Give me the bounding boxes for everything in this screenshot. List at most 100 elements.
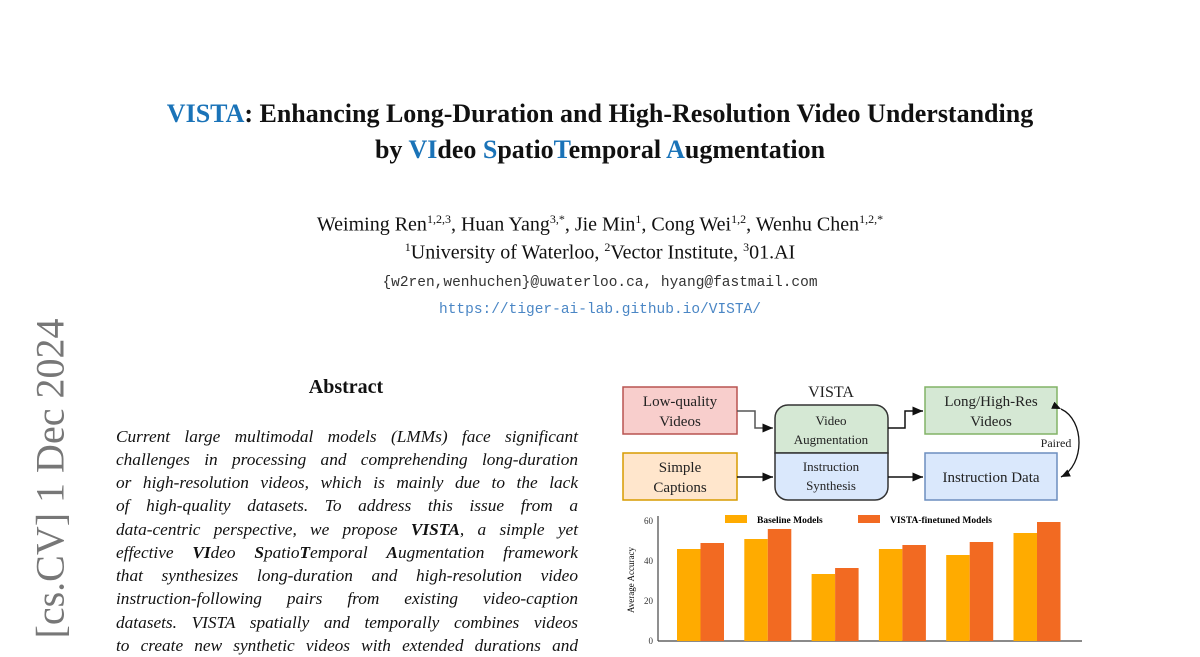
title-rest: : Enhancing Long-Duration and High-Resol… xyxy=(244,99,1034,128)
input-low-quality-videos xyxy=(622,386,738,435)
bar-baseline xyxy=(1013,533,1037,641)
t: patio xyxy=(263,543,300,562)
affiliation: University of Waterloo xyxy=(410,241,595,264)
author: Cong Wei xyxy=(651,213,732,236)
author-sup: 1,2 xyxy=(731,212,747,226)
author-sup: 3,* xyxy=(549,212,565,226)
diagram-title: VISTA xyxy=(808,384,854,401)
t: by xyxy=(374,135,409,164)
t: emporal xyxy=(568,135,667,164)
label: Synthesis xyxy=(806,478,856,493)
abstract-line: challenges in processing and comprehendi… xyxy=(116,450,578,469)
input-simple-captions xyxy=(622,452,738,501)
output-long-high-res-videos xyxy=(924,386,1058,435)
label: Videos xyxy=(659,414,701,430)
affiliations: 1University of Waterloo, 2Vector Institu… xyxy=(404,240,796,264)
affiliation: 01.AI xyxy=(749,241,796,264)
t: ugmentation xyxy=(684,135,826,164)
accuracy-bar-chart: Average Accuracy 0 20 40 60 Baseline Models… xyxy=(626,515,1082,646)
y-axis-label: Average Accuracy xyxy=(626,546,636,613)
label: Instruction Data xyxy=(942,470,1039,486)
aff-sup: 2 xyxy=(604,240,611,254)
abstract-line: instruction-following pairs from existin… xyxy=(116,589,578,608)
author: Jie Min xyxy=(574,213,636,236)
abstract-line: effective VIdeo SpatioTemporal Augmentat… xyxy=(116,541,578,564)
bar-vista xyxy=(902,545,926,641)
author-sup: 1 xyxy=(635,212,642,226)
bar-baseline xyxy=(677,549,701,641)
author-list: Weiming Ren1,2,3, Huan Yang3,*, Jie Min1… xyxy=(316,212,884,236)
y-tick-label: 60 xyxy=(644,516,654,526)
emails: {w2ren,wenhuchen}@uwaterloo.ca, hyang@fa… xyxy=(382,275,818,291)
pipeline-diagram: Low-quality Videos Simple Captions VISTA… xyxy=(622,384,1080,501)
t: T xyxy=(299,543,311,562)
bar-baseline xyxy=(811,574,836,641)
abstract-line: datasets. VISTA spatially and temporally… xyxy=(116,613,578,632)
module-instruction-synthesis xyxy=(774,452,889,501)
label: Simple xyxy=(659,460,702,476)
aff-sup: 3 xyxy=(743,240,750,254)
t: S xyxy=(482,135,498,164)
bar-vista xyxy=(969,542,994,641)
arrow xyxy=(737,410,773,433)
y-tick-label: 40 xyxy=(644,556,654,566)
y-tick-label: 0 xyxy=(649,636,654,646)
t: patio xyxy=(497,135,554,164)
label: Low-quality xyxy=(643,394,718,410)
abstract-heading: Abstract xyxy=(308,376,384,398)
bar-baseline xyxy=(744,539,768,641)
aff-sup: 1 xyxy=(404,240,411,254)
label: Instruction xyxy=(803,459,860,474)
t: S xyxy=(254,543,264,562)
paper-title-line1: VISTA: Enhancing Long-Duration and High-… xyxy=(0,99,1200,129)
label: Captions xyxy=(653,480,706,496)
paper-title-line2: by VIdeo SpatioTemporal Augmentation xyxy=(0,135,1200,165)
t: ugmentation framework xyxy=(397,543,578,562)
bar-vista xyxy=(700,543,724,641)
bar-baseline xyxy=(946,555,970,641)
legend-swatch-vista xyxy=(858,515,880,523)
author: Wenhu Chen xyxy=(755,213,860,236)
abstract-line: of high-quality datasets. To address thi… xyxy=(116,496,578,515)
affiliation: Vector Institute xyxy=(610,241,734,264)
legend-swatch-baseline xyxy=(725,515,747,523)
t: data-centric perspective, we propose xyxy=(116,520,411,539)
author: Huan Yang xyxy=(460,213,550,236)
legend-label-vista: VISTA-finetuned Models xyxy=(890,516,992,526)
paired-label: Paired xyxy=(1041,436,1072,450)
bar-vista xyxy=(835,568,859,641)
abstract-line: or high-resolution videos, which is main… xyxy=(116,473,578,492)
t: , a simple yet xyxy=(459,520,578,539)
t: VI xyxy=(192,543,211,562)
bar-vista xyxy=(1037,522,1061,641)
arrow xyxy=(888,406,923,429)
author: Weiming Ren xyxy=(316,213,427,236)
t: A xyxy=(386,543,398,562)
project-link[interactable]: https://tiger-ai-lab.github.io/VISTA/ xyxy=(439,302,761,318)
abstract-line: that synthesizes long-duration and high-… xyxy=(116,566,578,585)
t: deo xyxy=(437,135,483,164)
label: Videos xyxy=(970,414,1012,430)
t: VISTA xyxy=(410,520,460,539)
author-sup: 1,2,* xyxy=(859,212,884,226)
legend-label-baseline: Baseline Models xyxy=(757,516,823,526)
paired-arrow xyxy=(1051,401,1080,478)
bar-baseline xyxy=(878,549,903,641)
module-video-augmentation xyxy=(774,404,889,454)
t: deo xyxy=(210,543,255,562)
y-tick-label: 20 xyxy=(644,596,654,606)
t: A xyxy=(666,135,685,164)
bar-vista xyxy=(767,529,792,641)
label: Video xyxy=(816,413,847,428)
t: effective xyxy=(116,543,193,562)
author-sup: 1,2,3 xyxy=(426,212,451,226)
label: Augmentation xyxy=(794,432,869,447)
abstract-line: data-centric perspective, we propose VIS… xyxy=(116,518,578,541)
t: emporal xyxy=(310,543,387,562)
t: T xyxy=(553,135,569,164)
abstract-line: Current large multimodal models (LMMs) f… xyxy=(116,427,578,446)
t: VI xyxy=(408,135,438,164)
title-accent: VISTA xyxy=(166,99,245,128)
label: Long/High-Res xyxy=(944,394,1037,410)
